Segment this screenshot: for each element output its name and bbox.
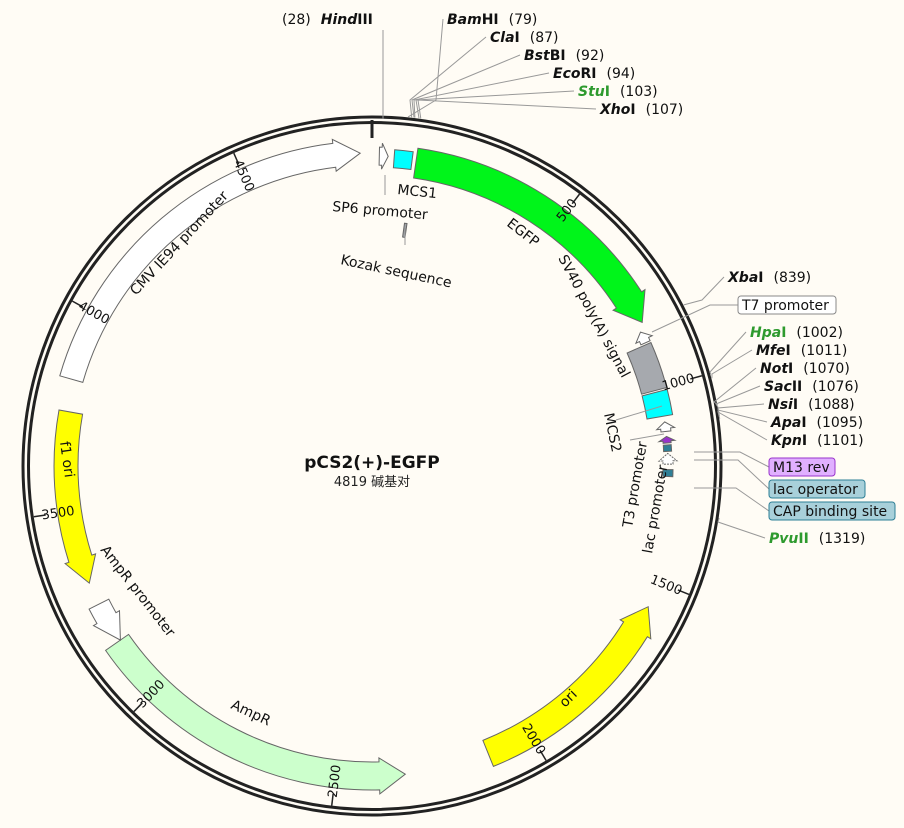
- feature-label-kozak: Kozak sequence: [339, 252, 453, 291]
- site-lead-kpni: [717, 410, 768, 441]
- site-leader-lines: [382, 18, 770, 539]
- site-lead-xhoi: [417, 99, 597, 119]
- site-pvuii[interactable]: PvuII (1319): [769, 531, 865, 547]
- box-lead-t7-promoter: [651, 304, 738, 333]
- feature-sv40-poly-a-signal[interactable]: [626, 341, 668, 395]
- tick-mark-500: [571, 193, 581, 205]
- feature-sp6-promoter[interactable]: [378, 142, 389, 170]
- backbone-ring: [21, 115, 723, 817]
- site-lead-pvuii: [717, 517, 766, 539]
- box-label-cap-binding-site: CAP binding site: [773, 504, 887, 520]
- feature-egfp[interactable]: [413, 147, 646, 324]
- feature-label-mcs1: MCS1: [397, 182, 438, 202]
- feature-label-sp6-promoter: SP6 promoter: [332, 199, 429, 223]
- site-bamhi[interactable]: BamHI (79): [447, 12, 537, 28]
- tick-mark-3500: [33, 514, 46, 518]
- feature-label-mcs2: MCS2: [600, 412, 624, 454]
- site-lead-stui: [415, 90, 575, 119]
- feature-lac-operator[interactable]: [662, 444, 673, 453]
- site-labels: BamHI (79) ClaI (87) BstBI (92) EcoRI (94) StuI(…: [447, 12, 865, 547]
- feature-f1-ori[interactable]: [53, 409, 97, 584]
- feature-m13-rev[interactable]: [657, 435, 677, 444]
- site-lead-noti: [713, 367, 757, 406]
- site-lead-bamhi: [407, 18, 444, 118]
- site-lead-clai: [409, 36, 487, 118]
- box-label-t7-promoter: T7 promoter: [741, 298, 829, 314]
- box-lead-cap-binding-site: [694, 487, 770, 512]
- tick-mark-2000: [539, 749, 547, 761]
- tick-label-1500: 1500: [648, 572, 684, 598]
- site-stui[interactable]: StuI (103): [578, 84, 658, 100]
- feature-mcs1[interactable]: [392, 149, 414, 171]
- site-hpai[interactable]: HpaI (1002): [750, 325, 843, 341]
- site-lead-mfei: [711, 349, 753, 379]
- tick-mark-1500: [677, 589, 690, 596]
- site-sacii[interactable]: SacII (1076): [764, 379, 859, 395]
- site-lead-bstbi: [411, 54, 521, 118]
- site-hindiii[interactable]: (28) HindIII: [282, 12, 373, 28]
- site-noti[interactable]: NotI (1070): [760, 361, 850, 377]
- plasmid-title: pCS2(+)-EGFP: [304, 453, 440, 473]
- tick-label-2500: 2500: [326, 764, 345, 799]
- feature-lead-2: [615, 405, 663, 421]
- box-cap-binding-site[interactable]: [768, 501, 896, 521]
- box-label-m13-rev: M13 rev: [773, 460, 830, 476]
- feature-ampr-promoter[interactable]: [88, 598, 121, 641]
- feature-boxed-labels: T7 promoter M13 rev lac operator CAP bindin…: [737, 295, 896, 521]
- feature-ori[interactable]: [482, 605, 652, 768]
- site-kpni[interactable]: KpnI (1101): [771, 433, 864, 449]
- feature-mcs2[interactable]: [641, 388, 674, 420]
- site-lead-xbai: [683, 276, 725, 306]
- site-ecori[interactable]: EcoRI (94): [553, 66, 635, 82]
- box-lead-m13-rev: [694, 451, 770, 468]
- site-mfei[interactable]: MfeI (1011): [756, 343, 847, 359]
- site-xhoi[interactable]: XhoI (107): [599, 102, 683, 118]
- box-m13-rev[interactable]: [768, 457, 836, 477]
- feature-cap-binding-site[interactable]: [662, 468, 674, 478]
- feature-label-f1-ori: f1 ori: [56, 440, 77, 478]
- plasmid-length: 4819 碱基对: [334, 475, 410, 490]
- site-apai[interactable]: ApaI (1095): [770, 415, 863, 431]
- tick-mark-4500: [233, 152, 240, 165]
- site-lead-sacii: [715, 385, 761, 408]
- feature-cmv-ie94-promoter[interactable]: [59, 138, 362, 384]
- box-label-lac-operator: lac operator: [773, 482, 858, 498]
- box-t7-promoter[interactable]: [737, 295, 837, 315]
- tick-mark-2500: [330, 793, 334, 806]
- site-lead-hpai: [709, 331, 747, 375]
- tick-mark-1000: [690, 375, 703, 380]
- feature-ampr[interactable]: [104, 633, 407, 795]
- site-lead-ecori: [413, 72, 550, 118]
- site-bstbi[interactable]: BstBI (92): [524, 48, 604, 64]
- site-clai[interactable]: ClaI (87): [490, 30, 559, 46]
- features-layer: [53, 138, 679, 795]
- feature-t3-promoter[interactable]: [655, 421, 677, 433]
- tick-mark-4000: [71, 300, 84, 308]
- feature-label-ampr: AmpR: [228, 697, 273, 729]
- box-lead-lac-operator: [694, 459, 770, 490]
- tick-label-3500: 3500: [41, 504, 76, 524]
- feature-t7-promoter[interactable]: [634, 331, 654, 346]
- site-xbai[interactable]: XbaI (839): [727, 270, 811, 286]
- box-lac-operator[interactable]: [768, 479, 866, 499]
- feature-lac-promoter[interactable]: [657, 452, 679, 465]
- feature-lead-3: [629, 433, 665, 441]
- tick-mark-3000: [133, 702, 143, 713]
- tick-label-1000: 1000: [660, 371, 696, 394]
- site-nsii[interactable]: NsiI (1088): [768, 397, 855, 413]
